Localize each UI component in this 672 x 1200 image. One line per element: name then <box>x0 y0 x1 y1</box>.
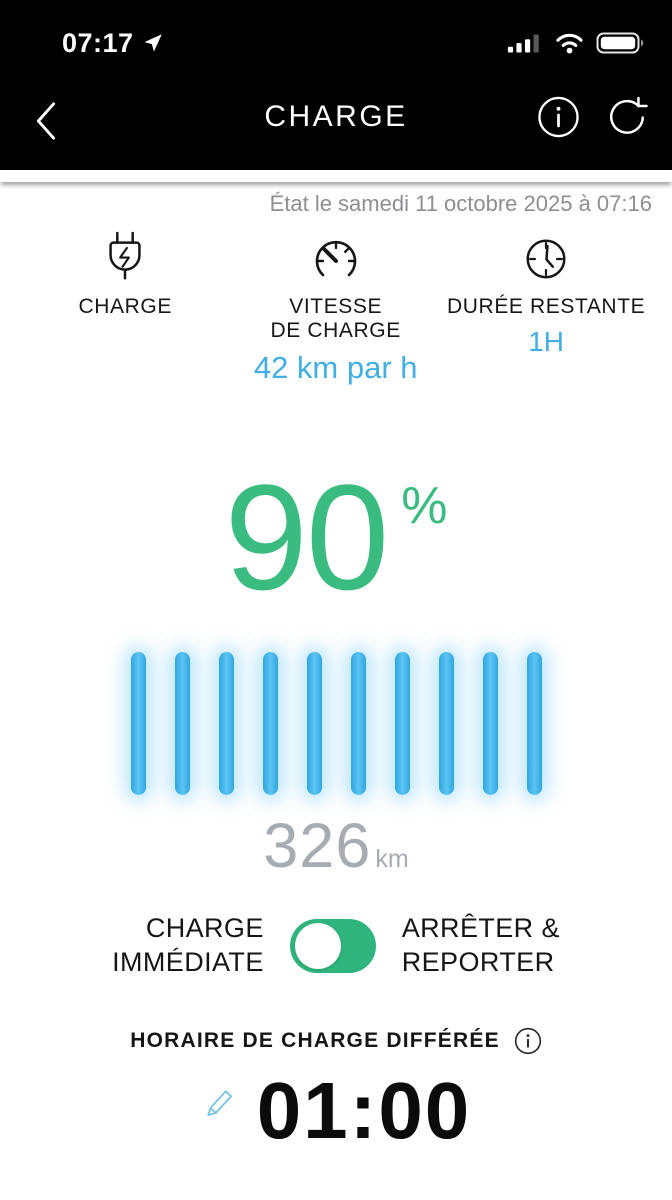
metrics-row: CHARGE VITESSE DE CHARGE 42 km par h <box>20 229 652 386</box>
charge-mode-toggle[interactable] <box>289 918 376 973</box>
charge-mode-row: CHARGE IMMÉDIATE ARRÊTER & REPORTER <box>20 912 652 980</box>
status-time: 07:17 <box>62 27 134 58</box>
scheduled-time-row: 01:00 <box>20 1071 652 1151</box>
charge-percent-number: 90 <box>224 452 389 621</box>
page-title: CHARGE <box>264 100 408 133</box>
stop-postpone-label-line1: ARRÊTER & <box>401 912 560 943</box>
info-button[interactable] <box>537 96 580 139</box>
nav-bar: CHARGE <box>0 74 672 160</box>
status-timestamp: État le samedi 11 octobre 2025 à 07:16 <box>269 191 652 216</box>
charge-percent: 90% <box>20 462 652 612</box>
immediate-charge-label-line2: IMMÉDIATE <box>112 946 264 977</box>
charge-bar <box>350 651 366 795</box>
battery-icon <box>596 31 646 55</box>
immediate-charge-label-line1: CHARGE <box>145 912 264 943</box>
schedule-label: HORAIRE DE CHARGE DIFFÉRÉE <box>130 1029 500 1053</box>
header-divider <box>0 170 672 182</box>
metric-remaining: DURÉE RESTANTE 1H <box>441 229 651 386</box>
percent-symbol: % <box>401 476 448 535</box>
wifi-icon <box>553 31 586 55</box>
toggle-knob <box>294 922 341 969</box>
charge-screen: État le samedi 11 octobre 2025 à 07:16 C… <box>0 191 672 1151</box>
app-header: 07:17 <box>0 0 672 170</box>
schedule-header: HORAIRE DE CHARGE DIFFÉRÉE <box>20 1027 652 1055</box>
stop-postpone-label: ARRÊTER & REPORTER <box>402 912 560 980</box>
charge-bar <box>174 651 190 795</box>
location-arrow-icon <box>142 32 164 54</box>
schedule-info-icon[interactable] <box>514 1027 542 1055</box>
scheduled-time-value[interactable]: 01:00 <box>256 1066 472 1156</box>
metric-label-line2: DE CHARGE <box>270 318 401 342</box>
charge-level-bars <box>20 651 652 795</box>
range-value: 326 <box>263 810 372 881</box>
charge-bar <box>526 651 542 795</box>
refresh-button[interactable] <box>606 96 648 138</box>
immediate-charge-label: CHARGE IMMÉDIATE <box>112 912 264 980</box>
charge-bar <box>438 651 454 795</box>
speedometer-icon <box>310 229 362 289</box>
charge-bar <box>394 651 410 795</box>
charge-bar <box>218 651 234 795</box>
charge-bar <box>262 651 278 795</box>
charge-speed-value: 42 km par h <box>253 349 418 385</box>
metric-label: DURÉE RESTANTE <box>447 295 646 318</box>
metric-label: CHARGE <box>78 295 172 318</box>
metric-speed: VITESSE DE CHARGE 42 km par h <box>230 229 440 386</box>
metric-label-line1: VITESSE <box>289 295 383 318</box>
plug-icon <box>100 229 150 289</box>
stop-postpone-label-line2: REPORTER <box>401 946 555 977</box>
edit-pencil-icon[interactable] <box>201 1085 237 1121</box>
signal-icon <box>505 31 543 55</box>
range-display: 326 km <box>20 814 652 878</box>
status-bar: 07:17 <box>0 0 672 66</box>
metric-charge: CHARGE <box>20 229 230 386</box>
clock-icon <box>521 229 571 289</box>
remaining-time-value: 1H <box>528 325 565 357</box>
range-unit: km <box>375 844 409 873</box>
charge-bar <box>482 651 498 795</box>
charge-bar <box>130 651 146 795</box>
charge-bar <box>306 651 322 795</box>
back-button[interactable] <box>30 96 62 146</box>
